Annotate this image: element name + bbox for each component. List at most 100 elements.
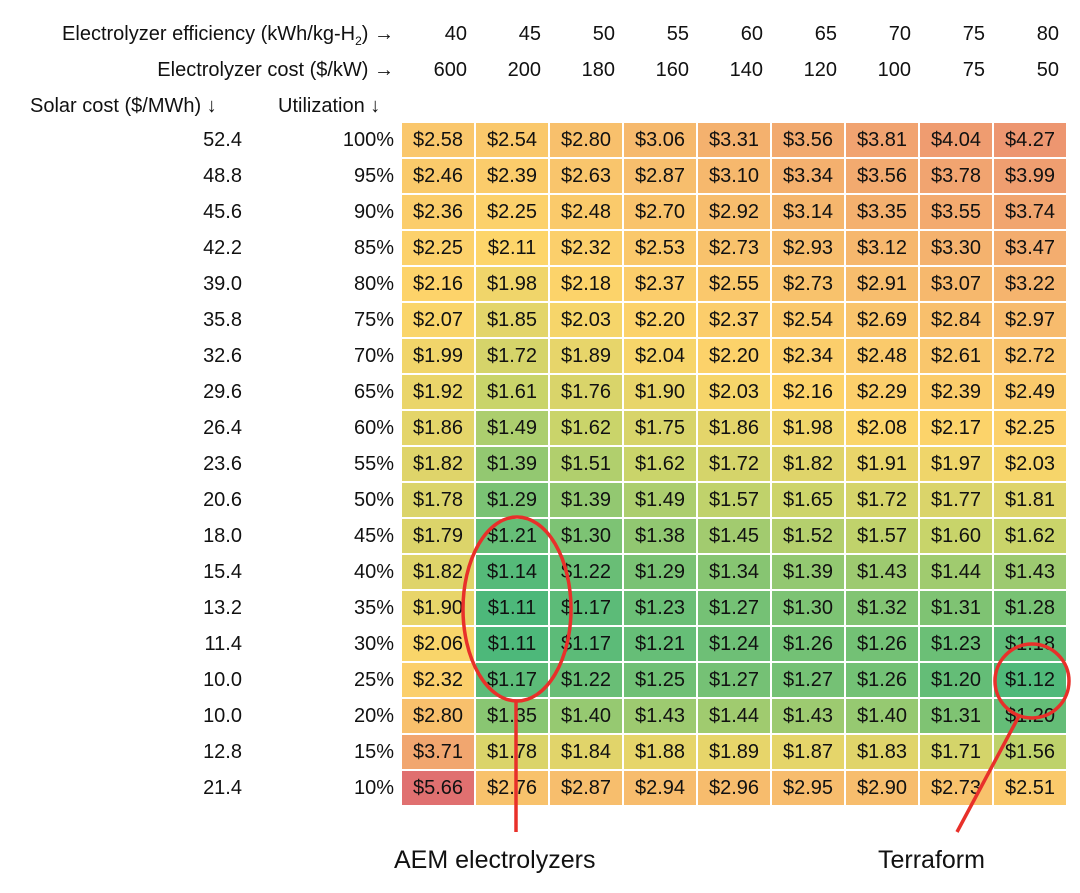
utilization-label: 35% bbox=[353, 597, 394, 619]
heatmap-cell: $2.48 bbox=[845, 338, 919, 374]
heatmap-cell: $1.34 bbox=[697, 554, 771, 590]
heatmap-cell: $2.93 bbox=[771, 230, 845, 266]
heatmap-cell: $1.26 bbox=[845, 662, 919, 698]
heatmap-cell: $3.12 bbox=[845, 230, 919, 266]
heatmap-cell: $2.25 bbox=[401, 230, 475, 266]
heatmap-cell: $1.45 bbox=[697, 518, 771, 554]
solar-cost-column-header: Solar cost ($/MWh) ↓ bbox=[30, 95, 217, 117]
heatmap-cell: $3.99 bbox=[993, 158, 1067, 194]
heatmap-cell: $1.51 bbox=[549, 446, 623, 482]
heatmap-cell: $2.97 bbox=[993, 302, 1067, 338]
utilization-label: 60% bbox=[353, 417, 394, 439]
heatmap-cell: $1.30 bbox=[771, 590, 845, 626]
heatmap-cell: $2.80 bbox=[549, 122, 623, 158]
heatmap-cell: $1.65 bbox=[771, 482, 845, 518]
heatmap-cell: $1.22 bbox=[549, 662, 623, 698]
solar-cost-label: 32.6 bbox=[203, 345, 242, 367]
heatmap-cell: $2.73 bbox=[697, 230, 771, 266]
solar-cost-label: 12.8 bbox=[203, 741, 242, 763]
heatmap-cell: $1.17 bbox=[549, 626, 623, 662]
heatmap-cell: $2.63 bbox=[549, 158, 623, 194]
heatmap-cell: $2.37 bbox=[697, 302, 771, 338]
heatmap-cell: $1.98 bbox=[475, 266, 549, 302]
solar-cost-label: 42.2 bbox=[203, 237, 242, 259]
heatmap-cell: $3.31 bbox=[697, 122, 771, 158]
solar-cost-label: 20.6 bbox=[203, 489, 242, 511]
heatmap-cell: $1.27 bbox=[771, 662, 845, 698]
heatmap-cell: $3.34 bbox=[771, 158, 845, 194]
heatmap-cell: $1.27 bbox=[697, 662, 771, 698]
cost-header-label: Electrolyzer cost ($/kW) → bbox=[157, 59, 394, 81]
efficiency-value-75: 75 bbox=[962, 23, 985, 45]
heatmap-cell: $2.80 bbox=[401, 698, 475, 734]
solar-cost-label: 48.8 bbox=[203, 165, 242, 187]
utilization-label: 90% bbox=[353, 201, 394, 223]
heatmap-cell: $1.11 bbox=[475, 590, 549, 626]
solar-cost-label: 15.4 bbox=[203, 561, 242, 583]
heatmap-cell: $3.07 bbox=[919, 266, 993, 302]
heatmap-cell: $2.90 bbox=[845, 770, 919, 806]
heatmap-cell: $1.62 bbox=[993, 518, 1067, 554]
electrolyzer-cost-value-160: 160 bbox=[655, 59, 689, 81]
solar-cost-label: 52.4 bbox=[203, 129, 242, 151]
solar-cost-label: 23.6 bbox=[203, 453, 242, 475]
heatmap-cell: $1.24 bbox=[697, 626, 771, 662]
heatmap-cell: $3.47 bbox=[993, 230, 1067, 266]
heatmap-cell: $2.70 bbox=[623, 194, 697, 230]
heatmap-cell: $1.35 bbox=[475, 698, 549, 734]
heatmap-cell: $2.16 bbox=[771, 374, 845, 410]
utilization-label: 45% bbox=[353, 525, 394, 547]
heatmap-cell: $1.72 bbox=[475, 338, 549, 374]
heatmap-cell: $1.79 bbox=[401, 518, 475, 554]
heatmap-cell: $2.72 bbox=[993, 338, 1067, 374]
electrolyzer-cost-value-100: 100 bbox=[877, 59, 911, 81]
solar-cost-label: 35.8 bbox=[203, 309, 242, 331]
heatmap-cell: $1.82 bbox=[401, 446, 475, 482]
heatmap-cell: $1.90 bbox=[623, 374, 697, 410]
heatmap-cell: $2.16 bbox=[401, 266, 475, 302]
heatmap-cell: $1.86 bbox=[401, 410, 475, 446]
heatmap-cell: $1.84 bbox=[549, 734, 623, 770]
utilization-label: 40% bbox=[353, 561, 394, 583]
heatmap-cell: $1.25 bbox=[623, 662, 697, 698]
efficiency-value-40: 40 bbox=[444, 23, 467, 45]
heatmap-cell: $2.20 bbox=[697, 338, 771, 374]
solar-cost-label: 39.0 bbox=[203, 273, 242, 295]
heatmap-cell: $2.46 bbox=[401, 158, 475, 194]
heatmap-cell: $1.92 bbox=[401, 374, 475, 410]
heatmap-cell: $2.08 bbox=[845, 410, 919, 446]
heatmap-cell: $1.12 bbox=[993, 662, 1067, 698]
heatmap-cell: $1.61 bbox=[475, 374, 549, 410]
utilization-label: 55% bbox=[353, 453, 394, 475]
heatmap-cell: $2.32 bbox=[401, 662, 475, 698]
utilization-label: 50% bbox=[353, 489, 394, 511]
heatmap-cell: $1.71 bbox=[919, 734, 993, 770]
heatmap-cell: $2.87 bbox=[623, 158, 697, 194]
heatmap-cell: $1.17 bbox=[475, 662, 549, 698]
heatmap-cell: $3.78 bbox=[919, 158, 993, 194]
heatmap-cell: $1.77 bbox=[919, 482, 993, 518]
utilization-label: 70% bbox=[353, 345, 394, 367]
heatmap-cell: $1.49 bbox=[623, 482, 697, 518]
heatmap-cell: $1.44 bbox=[697, 698, 771, 734]
heatmap-cell: $1.22 bbox=[549, 554, 623, 590]
heatmap-cell: $1.44 bbox=[919, 554, 993, 590]
heatmap-cell: $2.03 bbox=[697, 374, 771, 410]
heatmap-cell: $1.78 bbox=[475, 734, 549, 770]
heatmap-cell: $3.22 bbox=[993, 266, 1067, 302]
heatmap-cell: $2.91 bbox=[845, 266, 919, 302]
heatmap-cell: $3.30 bbox=[919, 230, 993, 266]
heatmap-cell: $4.04 bbox=[919, 122, 993, 158]
heatmap-cell: $1.86 bbox=[697, 410, 771, 446]
heatmap-cell: $1.40 bbox=[549, 698, 623, 734]
electrolyzer-cost-value-180: 180 bbox=[581, 59, 615, 81]
heatmap-cell: $2.73 bbox=[919, 770, 993, 806]
solar-cost-label: 29.6 bbox=[203, 381, 242, 403]
utilization-label: 95% bbox=[353, 165, 394, 187]
heatmap-cell: $3.06 bbox=[623, 122, 697, 158]
heatmap-cell: $2.49 bbox=[993, 374, 1067, 410]
heatmap-cell: $1.30 bbox=[549, 518, 623, 554]
efficiency-value-55: 55 bbox=[666, 23, 689, 45]
heatmap-cell: $1.90 bbox=[401, 590, 475, 626]
heatmap-cell: $1.23 bbox=[623, 590, 697, 626]
